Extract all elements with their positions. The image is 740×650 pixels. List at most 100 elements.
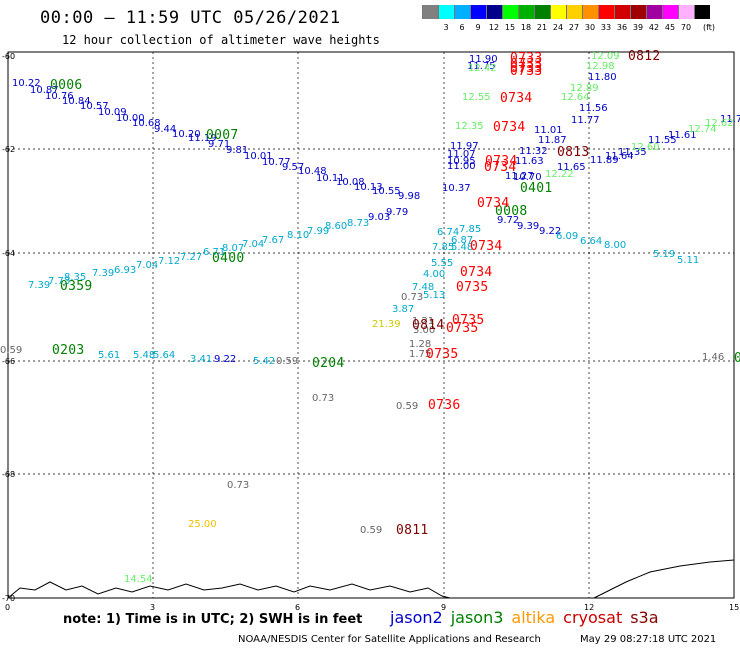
wave-height-label: 0.59 <box>0 345 23 356</box>
colorbar-swatch <box>646 5 662 19</box>
wave-height-label: 25.00 <box>188 519 217 530</box>
wave-height-label: 10.09 <box>98 107 127 118</box>
wave-height-label: 11.61 <box>668 130 697 141</box>
wave-height-label: 0.73 <box>401 292 424 303</box>
legend-entry-s3a: s3a <box>630 608 659 627</box>
wave-height-label: 5.55 <box>431 258 454 269</box>
wave-height-label: 9.57 <box>282 162 305 173</box>
wave-height-label: 12.74 <box>688 124 717 135</box>
wave-height-label: 8.73 <box>347 218 370 229</box>
pass-time-label: 0008 <box>495 204 528 219</box>
wave-height-label: 11.56 <box>579 103 608 114</box>
colorbar-tick: 70 <box>680 23 692 32</box>
wave-height-label: 6.74 <box>437 227 460 238</box>
colorbar-swatch <box>678 5 694 19</box>
wave-height-label: 12.22 <box>545 169 574 180</box>
pass-time-label: 0734 <box>500 91 533 106</box>
wave-height-label: 5.61 <box>98 350 121 361</box>
wave-height-label: 0.73 <box>227 480 250 491</box>
wave-height-label: 11.75 <box>467 61 496 72</box>
wave-height-label: 5.11 <box>677 255 700 266</box>
wave-height-label: 10.55 <box>372 186 401 197</box>
pass-time-label: 0007 <box>206 128 239 143</box>
colorbar-swatch <box>518 5 534 19</box>
wave-height-label: 0.59 <box>396 401 419 412</box>
wave-height-label: 5.48 <box>133 350 156 361</box>
wave-height-label: 10.00 <box>116 113 145 124</box>
colorbar-tick: 30 <box>584 23 596 32</box>
wave-height-label: 11.55 <box>648 135 677 146</box>
page-title: 00:00 – 11:59 UTC 05/26/2021 <box>40 8 341 28</box>
wave-height-label: 10.13 <box>354 182 383 193</box>
pass-time-label: 0736 <box>428 398 461 413</box>
wave-height-label: 10.01 <box>244 151 273 162</box>
wave-height-label: 12.98 <box>586 61 615 72</box>
wave-height-label: 12.60 <box>631 142 660 153</box>
satellite-legend: jason2 jason3 altika cryosat s3a <box>390 608 667 627</box>
colorbar-tick: 21 <box>536 23 548 32</box>
x-axis-label: 9 <box>441 603 447 612</box>
colorbar-tick: 27 <box>568 23 580 32</box>
wave-height-label: 7.27 <box>180 252 203 263</box>
wave-height-label: 9.22 <box>539 226 562 237</box>
wave-height-label: 11.00 <box>447 161 476 172</box>
legend-entry-altika: altika <box>511 608 556 627</box>
colorbar-tick: 12 <box>488 23 500 32</box>
wave-height-label: 8.35 <box>64 272 87 283</box>
footer-timestamp: May 29 08:27:18 UTC 2021 <box>580 634 717 645</box>
wave-height-label: 11.80 <box>588 72 617 83</box>
colorbar-tick: 42 <box>648 23 660 32</box>
x-axis-label: 3 <box>150 603 156 612</box>
wave-height-label: 10.76 <box>45 91 74 102</box>
map-grid <box>7 51 735 599</box>
wave-height-label: 11.07 <box>447 149 476 160</box>
wave-height-label: 5.13 <box>423 290 446 301</box>
wave-height-label: 0.59 <box>360 525 383 536</box>
wave-height-label: 6.09 <box>556 231 579 242</box>
wave-height-label: 10.20 <box>172 129 201 140</box>
pass-time-label: 0812 <box>628 49 661 64</box>
x-axis-label: 0 <box>5 603 11 612</box>
colorbar-tick: 3 <box>443 23 449 32</box>
wave-height-label: 11.89 <box>590 155 619 166</box>
legend-entry-jason3: jason3 <box>450 608 504 627</box>
colorbar-tick: 18 <box>520 23 532 32</box>
pass-time-label: 0735 <box>456 280 489 295</box>
y-axis-label: -60 <box>2 52 16 61</box>
wave-height-label: 10.57 <box>80 101 109 112</box>
wave-height-label: 8.00 <box>604 240 627 251</box>
colorbar-swatch <box>422 5 438 19</box>
wave-height-label: 10.22 <box>12 78 41 89</box>
wave-height-label: 5.42 <box>253 356 276 367</box>
colorbar-tick: 45 <box>664 23 676 32</box>
wave-height-label: 7.12 <box>158 256 181 267</box>
colorbar-tick: 15 <box>504 23 516 32</box>
wave-height-label: 11.65 <box>557 162 586 173</box>
x-axis-label: 12 <box>584 603 595 612</box>
wave-height-label: 7.85 <box>459 224 482 235</box>
footer-credit: NOAA/NESDIS Center for Satellite Applica… <box>238 634 541 645</box>
colorbar-swatch <box>566 5 582 19</box>
wave-height-label: 1.28 <box>409 339 432 350</box>
y-axis-label: -66 <box>2 357 16 366</box>
wave-height-label: 11.63 <box>515 156 544 167</box>
colorbar-swatch <box>470 5 486 19</box>
wave-height-label: 12.55 <box>462 92 491 103</box>
wave-height-label: 10.37 <box>442 183 471 194</box>
y-axis-label: -70 <box>2 594 16 603</box>
coastline <box>7 559 735 599</box>
wave-height-label: 10.70 <box>513 172 542 183</box>
pass-time-label: 0006 <box>50 78 83 93</box>
wave-height-label: 6.71 <box>203 247 226 258</box>
colorbar-swatch <box>502 5 518 19</box>
x-axis-label: 15 <box>729 603 740 612</box>
pass-time-label: 0734 <box>484 160 517 175</box>
y-axis-label: -68 <box>2 470 16 479</box>
pass-time-label: 0735 <box>446 321 479 336</box>
wave-height-label: 7.73 <box>48 276 71 287</box>
wave-height-label: 7.85 <box>432 242 455 253</box>
wave-height-label: 14.54 <box>124 574 153 585</box>
colorbar-swatch <box>486 5 502 19</box>
wave-height-label: 7.99 <box>307 226 330 237</box>
